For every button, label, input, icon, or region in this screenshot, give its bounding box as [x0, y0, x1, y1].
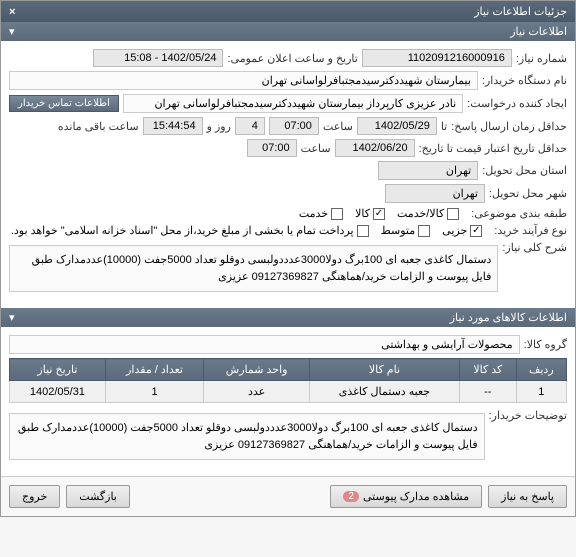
- buyer-notes-field: دستمال کاغذی جعبه ای 100برگ دولا3000عددد…: [9, 413, 485, 460]
- main-container: جزئیات اطلاعات نیاز × اطلاعات نیاز ▾ شما…: [0, 0, 576, 517]
- collapse-icon[interactable]: ▾: [9, 25, 15, 38]
- process-label: نوع فرآیند خرید:: [494, 224, 567, 237]
- goods-group-field: محصولات آرایشی و بهداشتی: [9, 335, 520, 354]
- th-qty: تعداد / مقدار: [105, 359, 203, 381]
- cat-goods-item: کالا: [355, 207, 385, 220]
- need-number-label: شماره نیاز:: [516, 52, 567, 65]
- td-name: جعبه دستمال کاغذی: [309, 381, 459, 403]
- contact-button[interactable]: اطلاعات تماس خریدار: [9, 95, 119, 112]
- remaining-label: ساعت باقی مانده: [58, 120, 139, 133]
- footer-bar: پاسخ به نیاز مشاهده مدارک پیوستی 2 بازگش…: [1, 476, 575, 516]
- buyer-notes-label: توضیحات خریدار:: [489, 409, 567, 422]
- delivery-place-field: تهران: [378, 161, 478, 180]
- delivery-city-field: تهران: [385, 184, 485, 203]
- validity-label: حداقل تاریخ اعتبار قیمت تا تاریخ:: [419, 142, 567, 155]
- attachments-label: مشاهده مدارک پیوستی: [363, 490, 469, 503]
- attachments-count: 2: [343, 491, 359, 502]
- deadline-time-field: 07:00: [269, 117, 319, 135]
- process-medium-checkbox[interactable]: [418, 225, 430, 237]
- org-label: نام دستگاه خریدار:: [482, 74, 567, 87]
- desc-field: دستمال کاغذی جعبه ای 100برگ دولا3000عددد…: [9, 245, 498, 292]
- deadline-time-label: ساعت: [323, 120, 353, 133]
- cat-serv-item: خدمت: [299, 207, 343, 220]
- delivery-city-label: شهر محل تحویل:: [489, 187, 567, 200]
- process-small-label: جزیی: [442, 224, 467, 237]
- section-goods-header: اطلاعات کالاهای مورد نیاز ▾: [1, 308, 575, 327]
- creator-field: نادر عزیزی کارپرداز بیمارستان شهیددکترسی…: [123, 94, 463, 113]
- process-small-checkbox[interactable]: [470, 225, 482, 237]
- deadline-label: حداقل زمان ارسال پاسخ:: [451, 120, 567, 133]
- section-goods-title: اطلاعات کالاهای مورد نیاز: [450, 311, 567, 324]
- delivery-place-label: استان محل تحویل:: [482, 164, 567, 177]
- window-header: جزئیات اطلاعات نیاز ×: [1, 1, 575, 22]
- respond-button[interactable]: پاسخ به نیاز: [488, 485, 567, 508]
- td-date: 1402/05/31: [10, 381, 106, 403]
- table-header-row: ردیف کد کالا نام کالا واحد شمارش تعداد /…: [10, 359, 567, 381]
- cat-serv-checkbox[interactable]: [331, 208, 343, 220]
- th-row: ردیف: [516, 359, 566, 381]
- td-qty: 1: [105, 381, 203, 403]
- category-label: طبقه بندی موضوعی:: [471, 207, 567, 220]
- process-note-checkbox[interactable]: [357, 225, 369, 237]
- deadline-date-field: 1402/05/29: [357, 117, 437, 135]
- info-content: شماره نیاز: 1102091216000916 تاریخ و ساع…: [1, 41, 575, 308]
- remaining-field: 15:44:54: [143, 117, 203, 135]
- days-field: 4: [235, 117, 265, 135]
- process-medium-item: متوسط: [381, 224, 431, 237]
- cat-service-item: کالا/خدمت: [397, 207, 459, 220]
- days-label: روز و: [207, 120, 231, 133]
- td-row: 1: [516, 381, 566, 403]
- table-row[interactable]: 1 -- جعبه دستمال کاغذی عدد 1 1402/05/31: [10, 381, 567, 403]
- validity-time-label: ساعت: [301, 142, 331, 155]
- process-medium-label: متوسط: [381, 224, 416, 237]
- validity-date-field: 1402/06/20: [335, 139, 415, 157]
- section-info-title: اطلاعات نیاز: [510, 25, 567, 38]
- datetime-label: تاریخ و ساعت اعلان عمومی:: [227, 52, 357, 65]
- back-button[interactable]: بازگشت: [66, 485, 130, 508]
- collapse-icon-2[interactable]: ▾: [9, 311, 15, 324]
- desc-label: شرح کلی نیاز:: [502, 241, 567, 254]
- cat-service-label: کالا/خدمت: [397, 207, 444, 220]
- close-icon[interactable]: ×: [9, 6, 15, 18]
- datetime-field: 1402/05/24 - 15:08: [93, 49, 223, 67]
- cat-service-checkbox[interactable]: [447, 208, 459, 220]
- goods-content: گروه کالا: محصولات آرایشی و بهداشتی ردیف…: [1, 327, 575, 476]
- goods-group-label: گروه کالا:: [524, 338, 567, 351]
- td-unit: عدد: [204, 381, 310, 403]
- validity-time-field: 07:00: [247, 139, 297, 157]
- cat-serv-label: خدمت: [299, 207, 328, 220]
- need-number-field: 1102091216000916: [362, 49, 512, 67]
- creator-label: ایجاد کننده درخواست:: [467, 97, 567, 110]
- process-note-label: پرداخت تمام یا بخشی از مبلغ خرید،از محل …: [11, 224, 354, 237]
- th-date: تاریخ نیاز: [10, 359, 106, 381]
- exit-button[interactable]: خروج: [9, 485, 60, 508]
- th-name: نام کالا: [309, 359, 459, 381]
- cat-goods-label: کالا: [355, 207, 370, 220]
- org-field: بیمارستان شهیددکترسیدمجتبافرلواسانی تهرا…: [9, 71, 478, 90]
- th-unit: واحد شمارش: [204, 359, 310, 381]
- attachments-button[interactable]: مشاهده مدارک پیوستی 2: [330, 485, 482, 508]
- process-small-item: جزیی: [442, 224, 482, 237]
- deadline-prefix: تا: [441, 120, 447, 133]
- cat-goods-checkbox[interactable]: [373, 208, 385, 220]
- goods-table: ردیف کد کالا نام کالا واحد شمارش تعداد /…: [9, 358, 567, 403]
- td-code: --: [459, 381, 516, 403]
- window-title: جزئیات اطلاعات نیاز: [474, 5, 567, 18]
- th-code: کد کالا: [459, 359, 516, 381]
- section-info-header: اطلاعات نیاز ▾: [1, 22, 575, 41]
- process-note-item: پرداخت تمام یا بخشی از مبلغ خرید،از محل …: [11, 224, 369, 237]
